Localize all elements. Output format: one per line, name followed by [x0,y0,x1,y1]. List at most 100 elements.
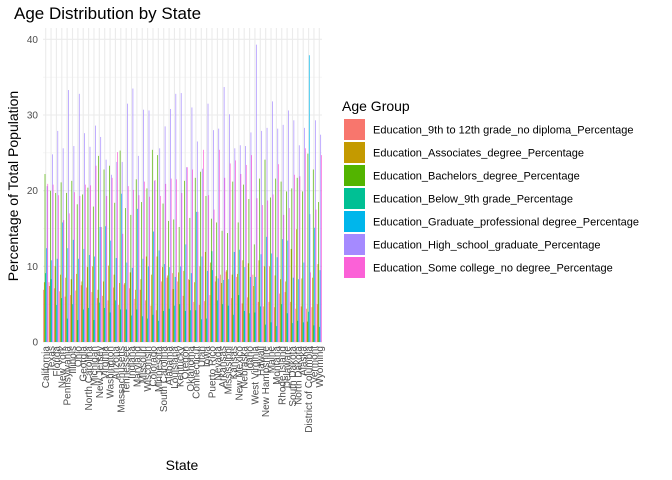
bar [163,310,165,342]
bar [224,177,226,342]
bar [290,301,291,342]
legend-label: Education_High_school_graduate_Percentag… [373,240,601,252]
x-tick-label: New Mexico [234,346,245,401]
bar [181,192,183,342]
x-tick-label: Oklahoma [186,346,197,392]
bar [245,146,246,342]
x-tick-label: North Carolina [84,346,95,411]
bar [321,155,322,342]
bar [155,310,157,342]
bar [55,192,57,342]
bar [142,258,144,342]
bar [84,184,86,342]
x-axis-title: State [166,457,199,473]
bar [137,155,139,342]
legend-key [344,257,365,278]
bar [302,191,303,342]
bar [200,171,201,342]
y-axis: 0 10 20 30 40 [27,35,39,349]
bar [65,277,67,342]
bar [231,274,233,342]
x-tick-label: Minnesota [154,346,165,393]
bar [225,271,227,342]
bar [188,279,189,342]
bar [161,267,163,342]
bar [267,200,269,342]
bar [133,189,134,342]
bar [107,300,109,342]
bar [63,220,65,342]
x-tick-label: Connecticut [191,346,202,399]
bar [132,88,134,342]
bar [195,310,197,342]
bar [210,262,211,342]
bar [292,323,293,342]
x-tick-label: Delaware [283,346,294,389]
bar [103,169,105,342]
bar [220,274,222,342]
bar [215,276,217,342]
bar [196,211,197,342]
bar [154,180,155,342]
bar [56,258,58,342]
bar [138,195,140,342]
bar [75,290,77,342]
x-tick-label: West Virginia [250,346,261,405]
y-tick-label: 30 [27,111,39,122]
legend-label: Education_Below_9th grade_Percentage [373,194,573,206]
x-tick-label: Nevada [213,346,224,381]
bar [233,251,235,342]
x-tick-label: Utah [197,346,208,367]
bar [298,279,299,342]
bar [79,195,81,342]
bar [110,240,112,342]
bar [66,318,68,342]
bar [134,298,136,342]
bar [248,198,250,342]
x-tick-label: Nebraska [240,346,251,389]
bar [196,141,198,342]
bar [76,204,78,342]
bar [62,148,64,342]
bar [279,293,281,342]
bar [209,295,211,342]
bar [312,277,313,342]
bar [303,262,305,342]
bar [72,304,73,342]
bar [204,251,206,342]
bar [212,270,214,342]
bar [94,256,96,342]
bar [151,149,153,342]
bar [119,150,121,342]
bar [259,306,261,342]
bar [269,266,270,342]
bar [316,304,318,342]
bar [158,250,160,342]
bar [123,284,125,342]
bar [184,180,185,342]
bar [255,44,257,342]
bar [245,164,247,342]
bar [250,132,252,342]
bar [88,307,89,342]
bar [293,120,295,342]
bar [74,192,75,342]
x-tick-label: Iowa [202,346,213,368]
bar [251,155,252,342]
bar [120,309,122,342]
bar [312,169,314,342]
bar [239,145,241,342]
x-tick-label: Arkansas [218,346,229,388]
bar [201,256,203,342]
bar [233,314,234,342]
bar [314,227,315,342]
x-tick-label: Illinois [68,346,79,374]
bar [244,267,246,342]
bar [180,266,181,342]
bar [86,267,88,342]
bar [292,277,294,342]
bar [170,178,172,342]
bar [70,279,72,342]
bar [243,310,245,342]
bar [210,218,212,342]
